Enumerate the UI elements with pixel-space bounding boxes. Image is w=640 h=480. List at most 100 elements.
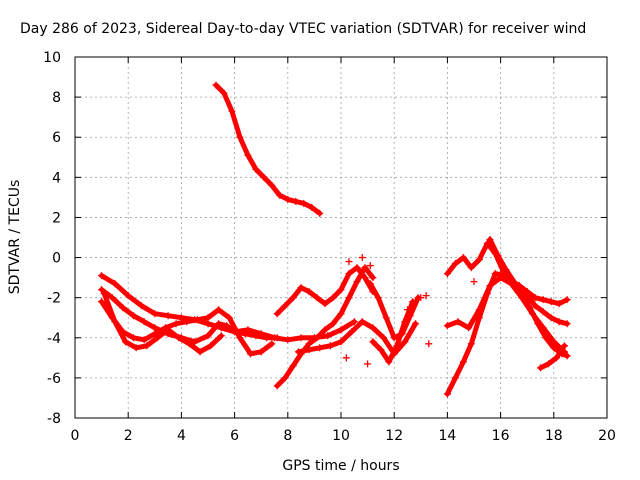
x-tick-label: 2 <box>124 428 133 444</box>
data-point <box>204 314 212 322</box>
data-point <box>289 294 297 302</box>
data-point <box>486 236 494 244</box>
data-point <box>364 360 372 368</box>
data-point <box>305 346 313 354</box>
y-tick-label: 8 <box>52 90 61 106</box>
data-point <box>454 318 462 326</box>
data-point <box>555 318 563 326</box>
grid <box>75 57 607 418</box>
data-point <box>284 195 292 203</box>
data-point <box>132 344 140 352</box>
series-arc-15 <box>537 342 568 372</box>
data-point <box>289 362 297 370</box>
data-point <box>425 340 433 348</box>
data-point <box>281 374 289 382</box>
series-arc-12 <box>443 270 571 398</box>
data-point <box>475 306 483 314</box>
data-point <box>497 274 505 282</box>
data-point <box>353 278 361 286</box>
series-track <box>370 299 416 365</box>
data-point <box>560 342 568 350</box>
data-point <box>313 334 321 342</box>
y-tick-label: -2 <box>47 291 61 307</box>
y-axis-label: SDTVAR / TECUs <box>7 180 23 295</box>
data-point <box>204 332 212 340</box>
data-point <box>273 310 281 318</box>
data-point <box>550 344 558 352</box>
data-point <box>143 342 151 350</box>
data-point <box>260 173 268 181</box>
data-point <box>223 322 231 330</box>
data-point <box>563 296 571 304</box>
data-point <box>140 318 148 326</box>
data-point <box>111 280 119 288</box>
data-point <box>316 209 324 217</box>
data-point <box>241 330 249 338</box>
data-point <box>98 272 106 280</box>
data-point <box>555 300 563 308</box>
data-point <box>98 298 106 306</box>
data-point <box>337 310 345 318</box>
data-point <box>313 294 321 302</box>
data-point <box>217 332 225 340</box>
data-point <box>215 320 223 328</box>
y-tick-label: 0 <box>52 251 61 267</box>
data-point <box>459 254 467 262</box>
data-point <box>273 382 281 390</box>
data-point <box>385 358 393 366</box>
data-point <box>451 374 459 382</box>
data-point <box>531 294 539 302</box>
data-point <box>539 308 547 316</box>
data-point <box>542 334 550 342</box>
data-point <box>374 294 382 302</box>
data-point <box>467 264 475 272</box>
series-arc-14 <box>486 236 571 360</box>
data-point <box>539 296 547 304</box>
data-point <box>108 294 116 302</box>
data-point <box>443 270 451 278</box>
data-point <box>247 350 255 358</box>
data-point <box>140 336 148 344</box>
x-tick-label: 20 <box>598 428 616 444</box>
data-point <box>252 165 260 173</box>
data-point <box>244 151 252 159</box>
data-point <box>443 322 451 330</box>
data-point <box>491 270 499 278</box>
data-point <box>342 354 350 362</box>
data-point <box>151 310 159 318</box>
data-point <box>257 348 265 356</box>
data-point <box>321 326 329 334</box>
data-point <box>563 320 571 328</box>
data-point <box>502 266 510 274</box>
data-point <box>337 338 345 346</box>
data-point <box>337 326 345 334</box>
x-tick-label: 10 <box>332 428 350 444</box>
series-arc-4 <box>100 290 225 356</box>
y-tick-label: -6 <box>47 371 61 387</box>
data-point <box>204 320 212 328</box>
data-point <box>544 360 552 368</box>
data-point <box>329 320 337 328</box>
data-point <box>358 318 366 326</box>
isolated-points <box>342 254 478 368</box>
data-point <box>369 324 377 332</box>
data-point <box>321 300 329 308</box>
data-point <box>409 298 417 306</box>
data-point <box>411 320 419 328</box>
x-tick-label: 0 <box>71 428 80 444</box>
data-point <box>297 284 305 292</box>
data-point <box>324 332 332 340</box>
data-point <box>177 314 185 322</box>
data-point <box>164 326 172 334</box>
data-point <box>470 278 478 286</box>
data-point <box>494 252 502 260</box>
data-point <box>366 280 374 288</box>
series-arc-10 <box>369 298 417 366</box>
data-point <box>467 340 475 348</box>
data-point <box>526 304 534 312</box>
data-point <box>151 324 159 332</box>
data-point <box>417 294 425 302</box>
axis-ticks: 0 2 4 6 8 10 12 14 16 18 20 -8 -6 -4 -2 0 2 4 6 8 10 <box>43 50 616 444</box>
data-point <box>563 352 571 360</box>
data-point <box>451 260 459 268</box>
